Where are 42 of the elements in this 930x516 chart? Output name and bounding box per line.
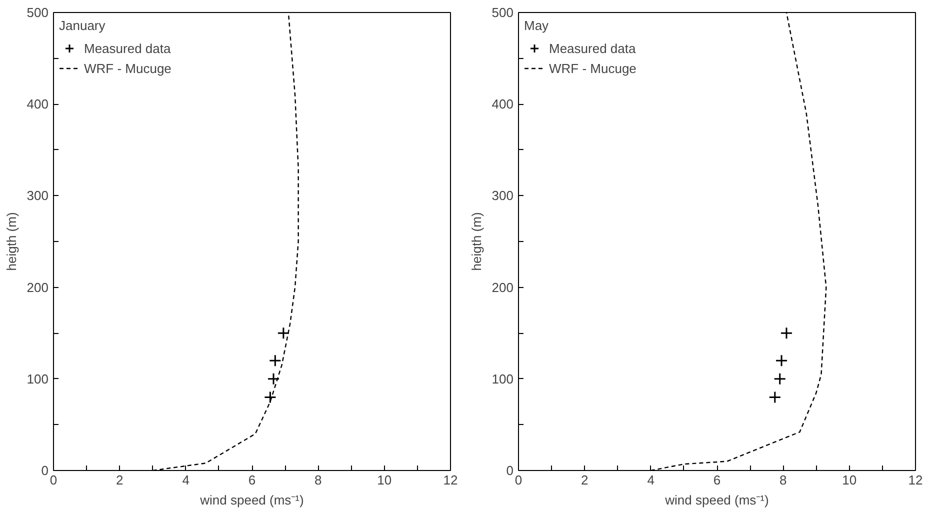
x-tick-label: 2 [116, 472, 124, 488]
point [264, 390, 276, 404]
y-tick-label: 0 [506, 463, 514, 478]
x-tick-label: 2 [581, 472, 588, 488]
y-tick-label: 400 [26, 96, 49, 112]
y-tick-label: 0 [41, 463, 49, 478]
x-tick-label: 12 [443, 472, 458, 488]
y-axis-title: heigth (m) [4, 212, 19, 271]
x-tick-label: 6 [248, 472, 256, 488]
point [775, 354, 788, 367]
y-tick-label: 300 [492, 188, 514, 204]
point [268, 354, 282, 367]
y-tick-label: 500 [26, 5, 49, 20]
x-tick-label: 4 [647, 472, 654, 488]
x-axis-title: wind speed (ms⁻¹) [199, 492, 304, 508]
x-tick-label: 10 [842, 472, 857, 488]
legend-label: WRF - Mucuge [84, 60, 172, 76]
point [768, 390, 782, 404]
y-tick-label: 200 [492, 280, 514, 295]
point [780, 326, 793, 340]
legend-title: January [59, 18, 106, 33]
x-tick-label: 4 [182, 472, 190, 488]
y-tick-label: 100 [492, 371, 514, 386]
x-tick-label: 6 [713, 472, 721, 488]
legend-label: Measured data [549, 40, 636, 56]
x-tick-label: 8 [780, 472, 787, 488]
x-axis-title: wind speed (ms⁻¹) [664, 492, 769, 508]
y-tick-label: 200 [26, 280, 49, 295]
legend-title: May [524, 18, 550, 33]
point [267, 372, 280, 386]
y-axis-title: heigth (m) [468, 212, 484, 271]
x-tick-label: 8 [314, 472, 322, 488]
x-tick-label: 12 [908, 472, 923, 488]
y-tick-label: 300 [26, 188, 49, 204]
y-tick-label: 500 [492, 5, 514, 20]
y-tick-label: 100 [26, 371, 49, 386]
legend-label: Measured data [84, 40, 171, 56]
point [774, 372, 786, 386]
y-tick-label: 400 [492, 96, 514, 112]
x-tick-label: 10 [377, 472, 392, 488]
point [277, 326, 290, 340]
legend-label: WRF - Mucuge [549, 60, 636, 76]
